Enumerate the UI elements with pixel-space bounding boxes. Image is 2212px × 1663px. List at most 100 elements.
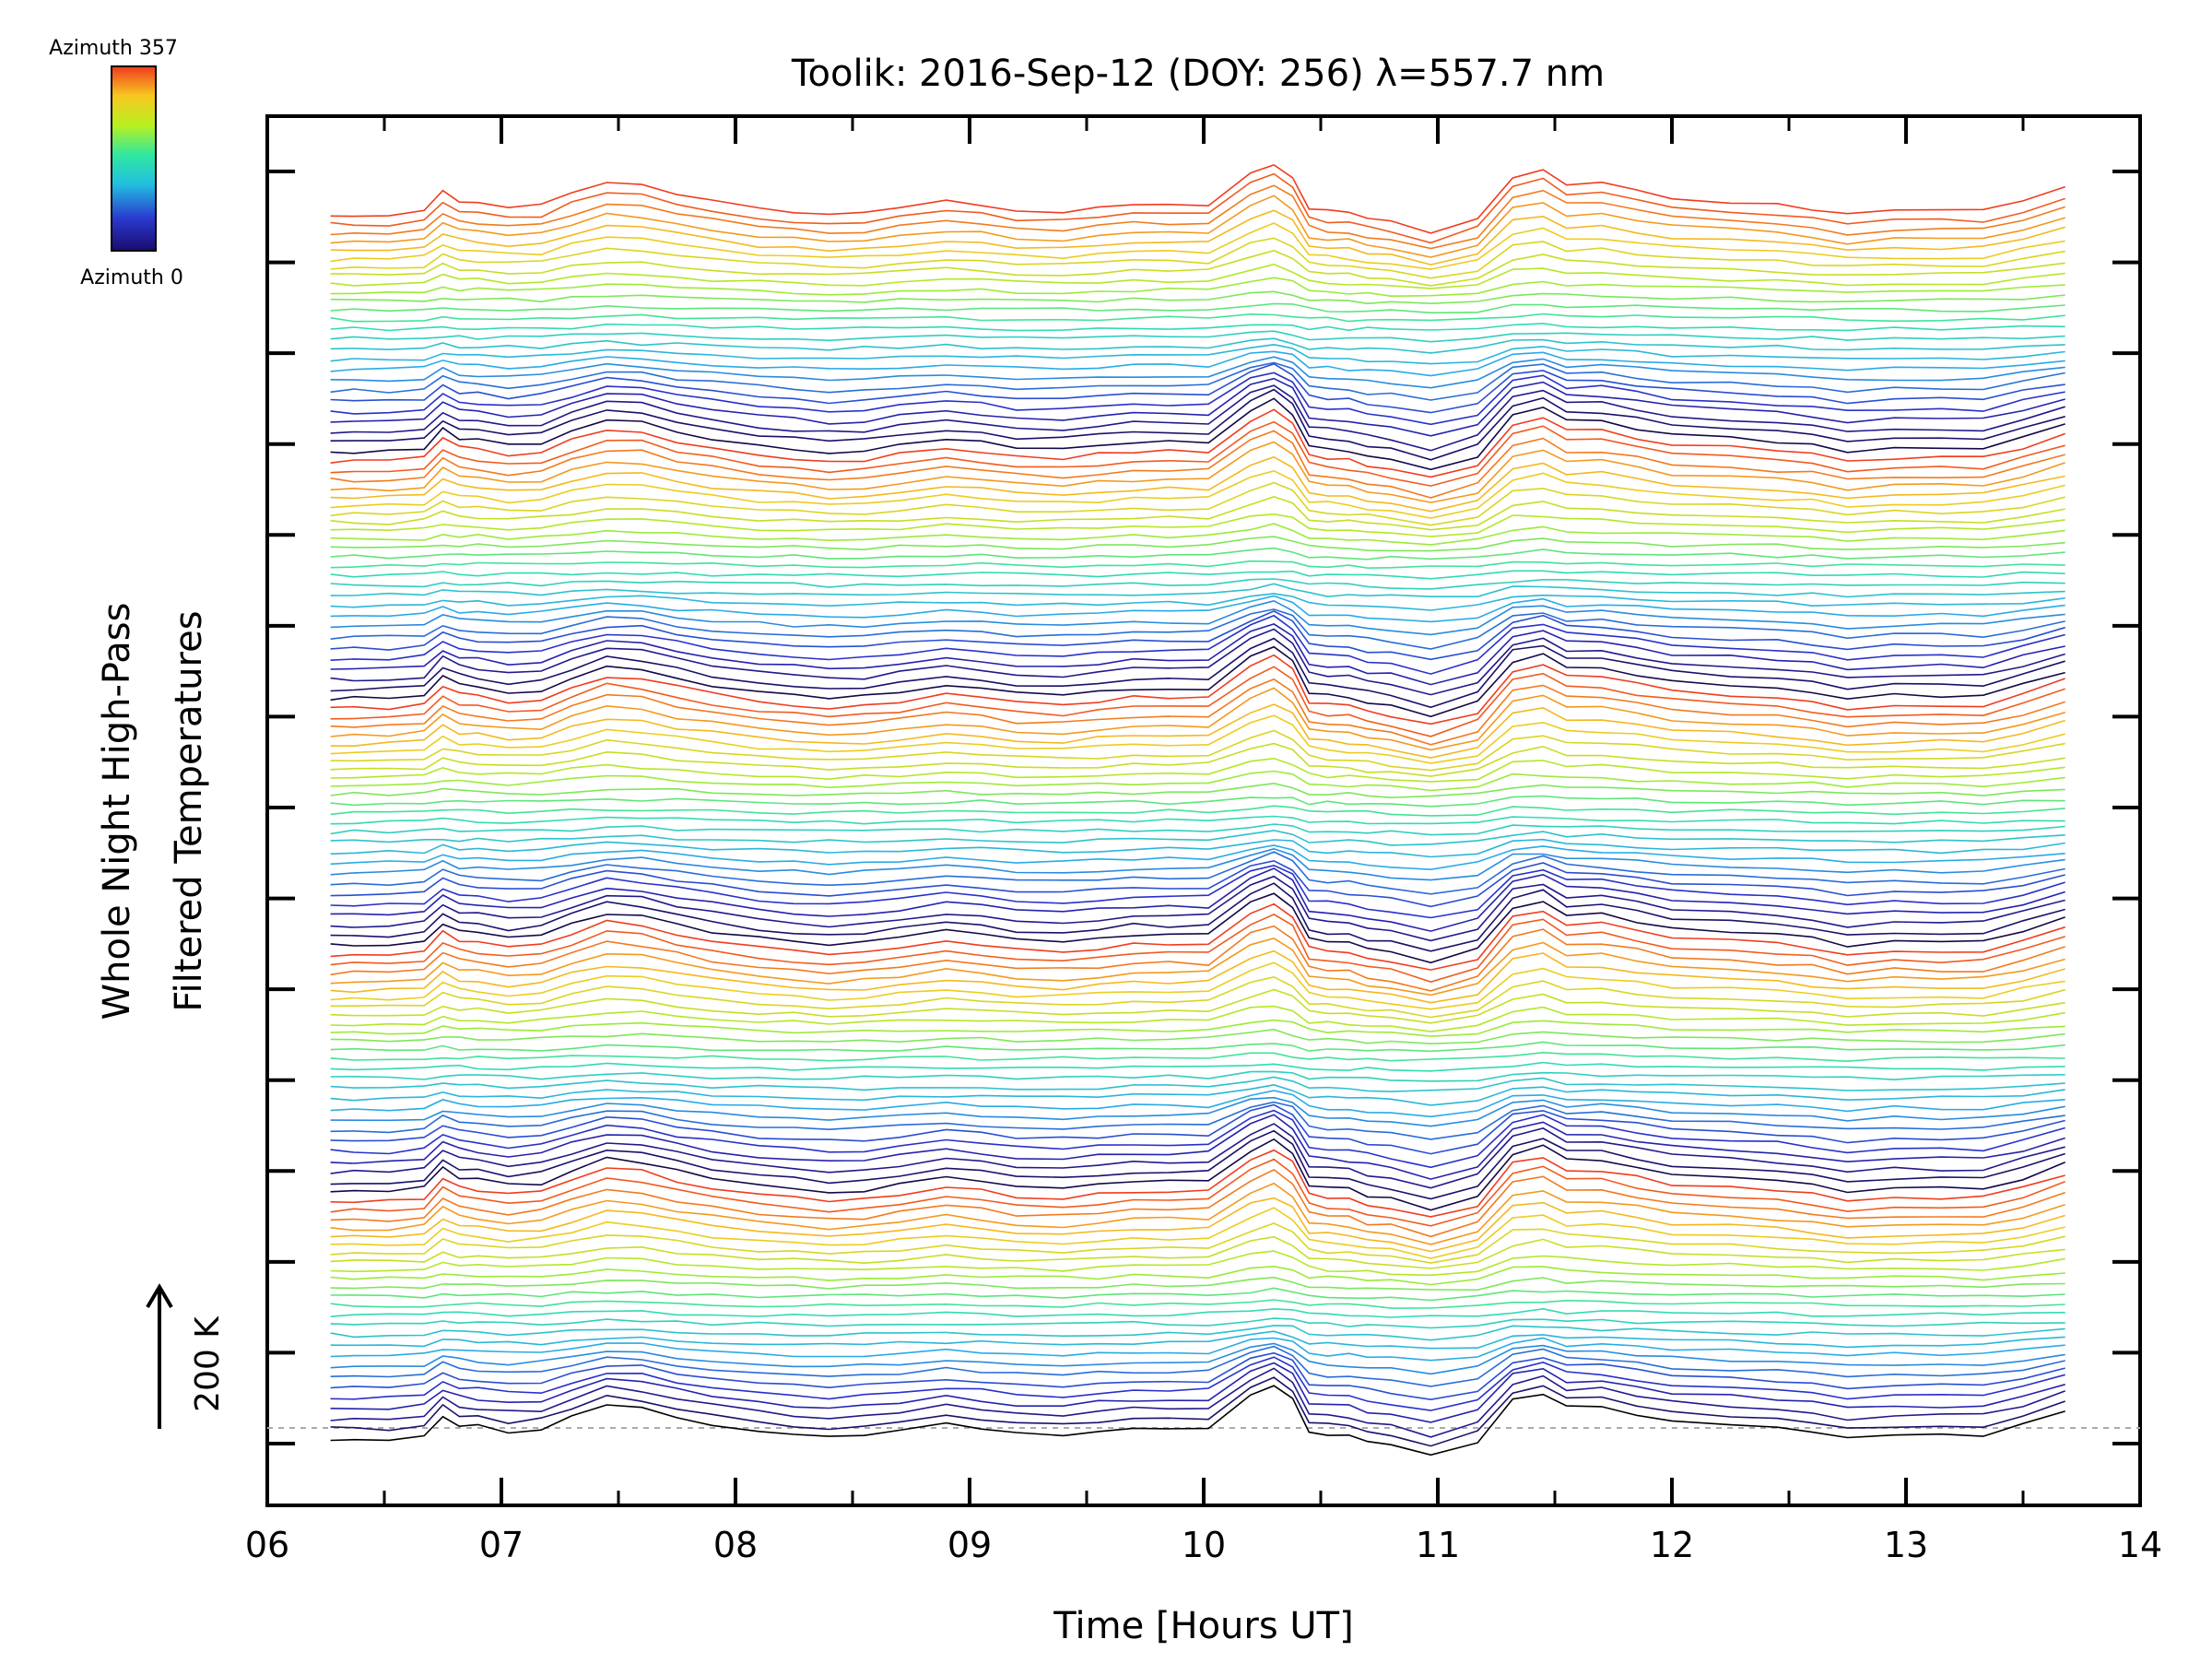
series-line xyxy=(330,949,2065,1004)
series-line xyxy=(330,623,2065,686)
series-line xyxy=(330,1061,2065,1072)
series-line xyxy=(330,1367,2065,1438)
series-line xyxy=(330,1307,2065,1318)
series-line xyxy=(330,645,2065,718)
series-line xyxy=(330,757,2065,783)
series-line xyxy=(330,1222,2065,1264)
series-line xyxy=(330,975,2065,1019)
series-line xyxy=(330,1090,2065,1118)
series-line xyxy=(330,420,2065,487)
series-line xyxy=(330,1103,2065,1155)
series-line xyxy=(330,397,2065,471)
series-line xyxy=(330,882,2065,952)
series-line xyxy=(330,1005,2065,1032)
series-line xyxy=(330,1028,2065,1045)
colorbar xyxy=(111,65,157,252)
series-line xyxy=(330,844,2065,871)
series-line xyxy=(330,1041,2065,1053)
series-line xyxy=(330,608,2065,650)
series-line xyxy=(330,1101,2065,1140)
colorbar-bottom-label: Azimuth 0 xyxy=(80,266,183,289)
series-line xyxy=(330,362,2065,414)
series-line xyxy=(330,1356,2065,1411)
series-line xyxy=(330,847,2065,881)
series-line xyxy=(330,1114,2065,1180)
x-tick-label: 07 xyxy=(479,1525,524,1565)
scale-arrow-head xyxy=(146,1283,173,1309)
series-line xyxy=(330,343,2065,365)
series-line xyxy=(330,782,2065,799)
series-line xyxy=(330,1070,2065,1082)
series-line xyxy=(330,1376,2065,1447)
series-line xyxy=(330,614,2065,675)
series-line xyxy=(330,1325,2065,1341)
series-line xyxy=(330,1019,2065,1037)
series-line xyxy=(330,851,2065,895)
x-tick-label: 13 xyxy=(1884,1525,1928,1565)
series-line xyxy=(330,430,2065,499)
scale-bar-label: 200 K xyxy=(189,1315,227,1412)
series-line xyxy=(330,536,2065,552)
y-axis-label-line2: Filtered Temperatures xyxy=(168,610,210,1011)
series-line xyxy=(330,578,2065,590)
series-line xyxy=(330,356,2065,389)
series-line xyxy=(330,666,2065,737)
series-line xyxy=(330,1330,2065,1350)
series-line xyxy=(330,1109,2065,1169)
x-axis-label: Time [Hours UT] xyxy=(1053,1605,1353,1647)
x-tick-label: 09 xyxy=(947,1525,992,1565)
series-line xyxy=(330,902,2065,971)
series-line xyxy=(330,195,2065,258)
series-line xyxy=(330,560,2065,570)
series-line xyxy=(330,263,2065,289)
x-tick-label: 12 xyxy=(1650,1525,1694,1565)
series-line xyxy=(330,593,2065,611)
series-line xyxy=(330,742,2065,777)
series-line xyxy=(330,372,2065,426)
series-group xyxy=(330,164,2066,1457)
series-line xyxy=(330,1051,2065,1063)
series-line xyxy=(330,237,2065,279)
x-tick-label: 06 xyxy=(245,1525,289,1565)
series-line xyxy=(330,523,2065,546)
x-tick-label: 08 xyxy=(713,1525,758,1565)
series-line xyxy=(330,654,2065,725)
series-line xyxy=(330,830,2065,846)
series-line xyxy=(330,1123,2065,1189)
series-line xyxy=(330,1351,2065,1401)
series-line xyxy=(330,988,2065,1024)
series-line xyxy=(330,823,2065,836)
chart-title: Toolik: 2016-Sep-12 (DOY: 256) λ=557.7 n… xyxy=(791,53,1605,95)
series-line xyxy=(330,864,2065,919)
series-line xyxy=(330,583,2065,598)
series-line xyxy=(330,1129,2065,1200)
series-line xyxy=(330,222,2065,270)
series-line xyxy=(330,455,2065,513)
series-line xyxy=(330,1138,2066,1211)
series-line xyxy=(330,1385,2065,1457)
series-line xyxy=(330,250,2065,287)
series-line xyxy=(330,570,2065,580)
series-line xyxy=(330,838,2065,858)
scale-bar: 200 K xyxy=(146,1283,227,1429)
series-line xyxy=(330,867,2065,932)
series-line xyxy=(330,610,2065,661)
series-line xyxy=(330,892,2065,964)
series-line xyxy=(330,323,2065,332)
series-line xyxy=(330,595,2065,623)
series-line xyxy=(330,1337,2065,1362)
series-line xyxy=(330,1317,2065,1329)
series-line xyxy=(330,1235,2065,1269)
series-line xyxy=(330,938,2065,997)
series-line xyxy=(330,1362,2065,1423)
series-line xyxy=(330,770,2065,792)
series-line xyxy=(330,1168,2065,1238)
series-line xyxy=(330,1083,2065,1106)
series-line xyxy=(330,513,2065,537)
series-line xyxy=(330,350,2065,377)
series-line xyxy=(330,1182,2065,1245)
series-line xyxy=(330,1342,2065,1375)
series-line xyxy=(330,172,2065,244)
series-line xyxy=(330,805,2065,817)
